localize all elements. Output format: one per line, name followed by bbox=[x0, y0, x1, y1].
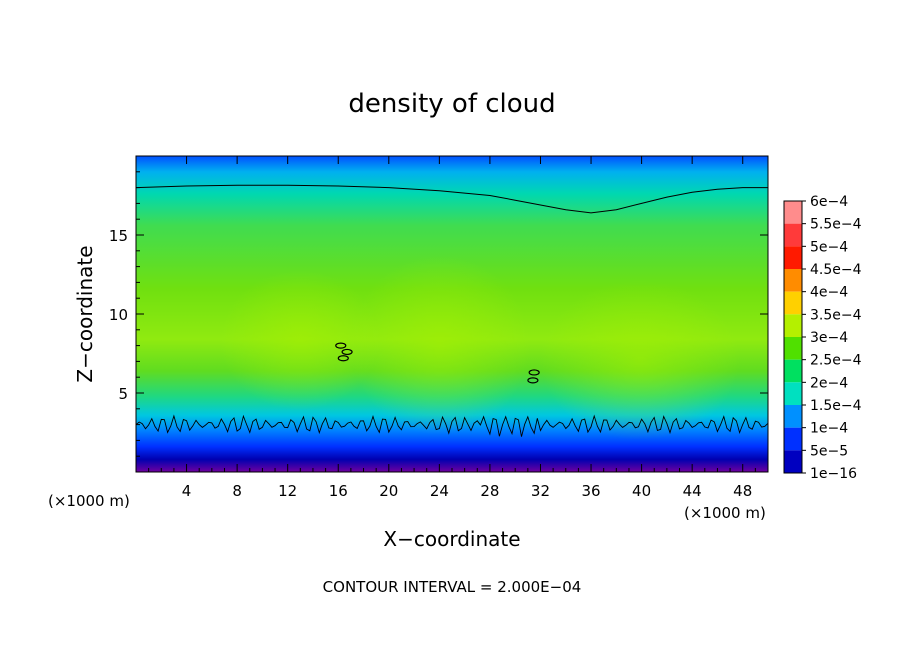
colorbar-label: 4e−4 bbox=[810, 285, 848, 301]
colorbar-label: 1.5e−4 bbox=[810, 398, 862, 414]
colorbar-segment bbox=[784, 223, 802, 247]
chart-title: density of cloud bbox=[348, 89, 555, 119]
colorbar: 6e−4 5.5e−4 5e−4 4.5e−4 4e−4 3.5e−4 3e−4 2.5e−4… bbox=[783, 194, 862, 482]
colorbar-segment bbox=[784, 450, 802, 473]
colorbar-label: 3e−4 bbox=[810, 330, 848, 346]
x-tick-label: 36 bbox=[581, 482, 600, 500]
cloud-plume-left bbox=[350, 255, 530, 435]
x-tick-label: 44 bbox=[683, 482, 702, 500]
closed-contour bbox=[528, 369, 540, 376]
x-axis-label: X−coordinate bbox=[383, 527, 520, 551]
colorbar-segment bbox=[784, 314, 802, 337]
x-unit-right: (×1000 m) bbox=[684, 504, 766, 522]
x-tick-label: 16 bbox=[329, 482, 348, 500]
y-tick-label: 5 bbox=[118, 385, 128, 403]
colorbar-label: 2e−4 bbox=[810, 375, 848, 391]
colorbar-segment bbox=[784, 337, 802, 360]
colorbar-segment bbox=[784, 405, 802, 428]
x-tick-label: 28 bbox=[480, 482, 499, 500]
cloud-plume-right bbox=[540, 280, 740, 440]
colorbar-label: 2.5e−4 bbox=[810, 353, 862, 369]
colorbar-segment bbox=[784, 201, 802, 224]
colorbar-segment bbox=[784, 269, 802, 292]
colorbar-segment bbox=[784, 359, 802, 383]
colorbar-label: 1e−4 bbox=[810, 421, 848, 437]
closed-contour bbox=[341, 348, 353, 356]
plot-area bbox=[136, 156, 768, 472]
closed-contour bbox=[335, 342, 347, 349]
y-tick-label: 15 bbox=[109, 227, 128, 245]
x-tick-label: 32 bbox=[531, 482, 550, 500]
y-tick-label: 10 bbox=[109, 306, 128, 324]
colorbar-segment bbox=[784, 427, 802, 451]
x-axis: 4 8 12 16 20 24 28 32 36 40 44 48 bbox=[148, 156, 756, 500]
colorbar-label: 4.5e−4 bbox=[810, 262, 862, 278]
colorbar-segment bbox=[784, 291, 802, 315]
closed-contour bbox=[337, 355, 349, 362]
x-tick-label: 4 bbox=[182, 482, 192, 500]
colorbar-label: 5e−4 bbox=[810, 239, 848, 255]
x-tick-label: 40 bbox=[632, 482, 651, 500]
contour-lines bbox=[136, 184, 768, 437]
colorbar-label: 1e−16 bbox=[810, 466, 857, 482]
colorbar-segment bbox=[784, 246, 802, 269]
y-axis-label: Z−coordinate bbox=[73, 245, 97, 382]
x-tick-label: 8 bbox=[232, 482, 242, 500]
x-tick-label: 20 bbox=[379, 482, 398, 500]
x-tick-label: 48 bbox=[733, 482, 752, 500]
x-unit-left: (×1000 m) bbox=[48, 492, 130, 510]
lower-contour-line bbox=[136, 414, 768, 437]
closed-contour bbox=[527, 377, 539, 384]
y-axis: 5 10 15 bbox=[109, 171, 768, 457]
colorbar-label: 3.5e−4 bbox=[810, 307, 862, 323]
colorbar-label: 6e−4 bbox=[810, 194, 848, 210]
x-tick-label: 24 bbox=[430, 482, 449, 500]
upper-contour-line bbox=[136, 184, 768, 214]
cloud-plume-far-left bbox=[220, 270, 380, 410]
contour-interval-note: CONTOUR INTERVAL = 2.000E−04 bbox=[323, 578, 582, 596]
colorbar-segment bbox=[784, 382, 802, 405]
colorbar-label: 5e−5 bbox=[810, 443, 848, 459]
x-tick-label: 12 bbox=[278, 482, 297, 500]
colorbar-label: 5.5e−4 bbox=[810, 217, 862, 233]
